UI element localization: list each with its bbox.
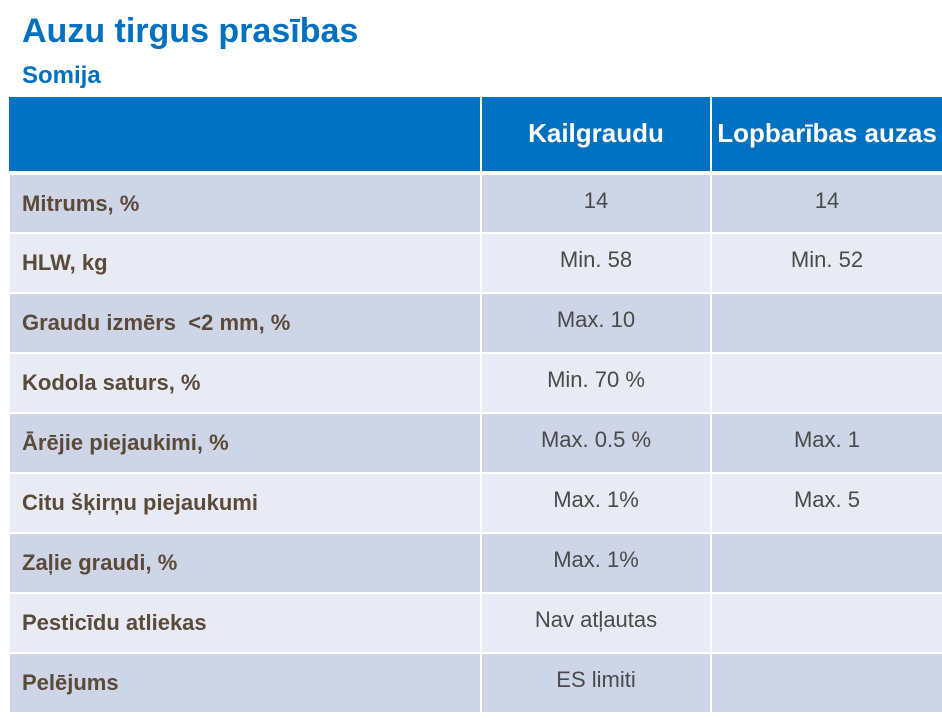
cell-lopbaribas [710,292,942,354]
cell-lopbaribas: Min. 52 [710,232,942,294]
cell-lopbaribas [710,652,942,714]
cell-value: Min. 70 % [547,367,645,392]
row-label: Graudu izmērs <2 mm, % [8,292,482,354]
table-row: Pesticīdu atliekas Nav atļautas [8,592,942,654]
cell-kailgraudu: Min. 70 % [480,352,712,414]
cell-kailgraudu: Max. 0.5 % [480,412,712,474]
page-title: Auzu tirgus prasības [22,12,359,50]
cell-value: Max. 1% [553,487,639,512]
table-row: Pelējums ES limiti [8,652,942,714]
cell-lopbaribas [710,532,942,594]
table-row: Citu šķirņu piejaukumi Max. 1% Max. 5 [8,472,942,534]
cell-value: 14 [583,187,609,213]
requirements-table: Kailgraudu Lopbarības auzas Mitrums, % 1… [8,95,942,714]
cell-value: Max. 10 [556,307,636,332]
row-label: Ārējie piejaukimi, % [8,412,482,474]
table-row: Mitrums, % 14 14 [8,172,942,234]
cell-value: Min. 58 [559,247,633,272]
header-row: Kailgraudu Lopbarības auzas [9,95,942,174]
cell-lopbaribas: Max. 5 [710,472,942,534]
cell-value: Nav atļautas [534,607,658,632]
row-label: Zaļie graudi, % [8,532,482,594]
row-label: Pesticīdu atliekas [8,592,482,654]
row-label: Kodola saturs, % [8,352,482,414]
cell-value: 14 [814,187,840,213]
header-lopbaribas-auzas: Lopbarības auzas [710,95,942,174]
cell-lopbaribas: 14 [710,172,942,234]
header-empty [9,95,482,174]
row-label: Mitrums, % [8,172,482,234]
cell-lopbaribas: Max. 1 [710,412,942,474]
cell-value: Max. 1 [793,427,861,452]
table-row: Zaļie graudi, % Max. 1% [8,532,942,594]
row-label: HLW, kg [8,232,482,294]
cell-value: Max. 1% [553,547,639,572]
cell-kailgraudu: Min. 58 [480,232,712,294]
cell-kailgraudu: Max. 1% [480,532,712,594]
cell-kailgraudu: Max. 10 [480,292,712,354]
table-header: Kailgraudu Lopbarības auzas [9,95,942,174]
cell-value: Max. 0.5 % [540,427,652,452]
table-row: Ārējie piejaukimi, % Max. 0.5 % Max. 1 [8,412,942,474]
header-kailgraudu: Kailgraudu [480,95,712,174]
cell-kailgraudu: ES limiti [480,652,712,714]
table-body: Mitrums, % 14 14 HLW, kg Min. 58 Min. 52… [8,172,942,714]
cell-value: ES limiti [556,667,636,692]
cell-kailgraudu: 14 [480,172,712,234]
row-label: Pelējums [8,652,482,714]
cell-value: Min. 52 [790,247,864,272]
cell-value: Max. 5 [793,487,861,512]
table-row: Graudu izmērs <2 mm, % Max. 10 [8,292,942,354]
row-label: Citu šķirņu piejaukumi [8,472,482,534]
cell-lopbaribas [710,352,942,414]
cell-kailgraudu: Nav atļautas [480,592,712,654]
cell-lopbaribas [710,592,942,654]
page-subtitle: Somija [22,62,101,89]
table-row: Kodola saturs, % Min. 70 % [8,352,942,414]
table-row: HLW, kg Min. 58 Min. 52 [8,232,942,294]
cell-kailgraudu: Max. 1% [480,472,712,534]
